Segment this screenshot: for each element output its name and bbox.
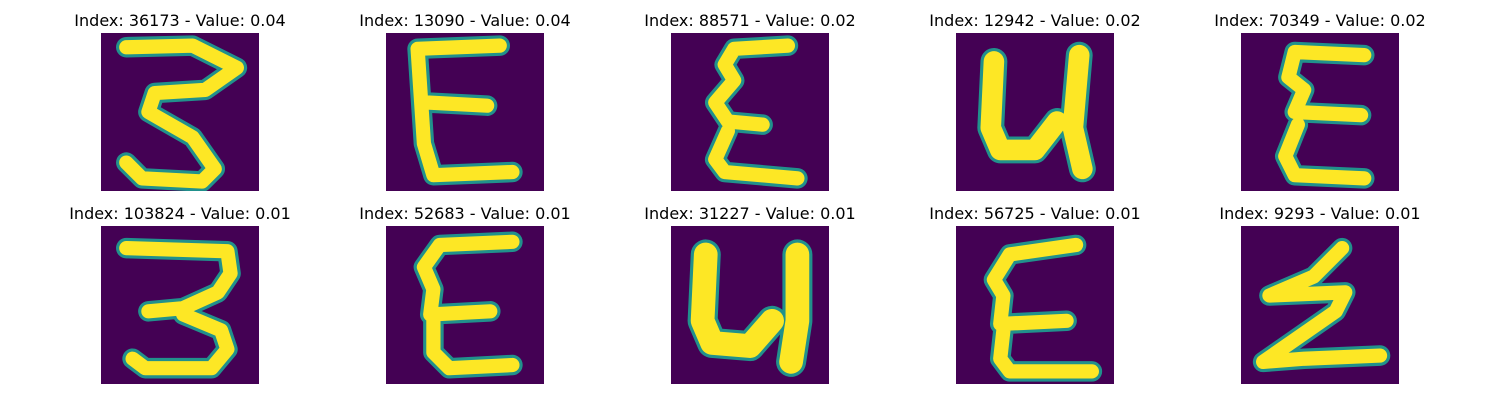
glyph-stroke xyxy=(416,234,520,376)
panel-title: Index: 12942 - Value: 0.02 xyxy=(929,11,1141,30)
panel-10: Index: 9293 - Value: 0.01 xyxy=(1190,206,1450,396)
panel-3: Index: 88571 - Value: 0.02 xyxy=(620,13,880,203)
panel-title: Index: 9293 - Value: 0.01 xyxy=(1219,204,1421,223)
digit-image xyxy=(671,226,829,384)
glyph-stroke xyxy=(119,241,238,376)
glyph-stroke xyxy=(690,242,810,374)
digit-image xyxy=(956,226,1114,384)
digit-image xyxy=(386,226,544,384)
panel-2: Index: 13090 - Value: 0.04 xyxy=(335,13,595,203)
digit-svg xyxy=(671,226,829,384)
panel-4: Index: 12942 - Value: 0.02 xyxy=(905,13,1165,203)
panel-title: Index: 56725 - Value: 0.01 xyxy=(929,204,1141,223)
glyph-stroke xyxy=(708,38,805,186)
digit-image xyxy=(671,33,829,191)
glyph-stroke xyxy=(986,237,1099,379)
digit-svg xyxy=(386,33,544,191)
panel-1: Index: 36173 - Value: 0.04 xyxy=(50,13,310,203)
panel-title: Index: 70349 - Value: 0.02 xyxy=(1214,11,1426,30)
glyph-stroke xyxy=(980,44,1093,180)
digit-image xyxy=(101,226,259,384)
digit-image xyxy=(1241,33,1399,191)
panel-title: Index: 103824 - Value: 0.01 xyxy=(69,204,291,223)
digit-svg xyxy=(956,33,1114,191)
panel-8: Index: 31227 - Value: 0.01 xyxy=(620,206,880,396)
panel-7: Index: 52683 - Value: 0.01 xyxy=(335,206,595,396)
panel-6: Index: 103824 - Value: 0.01 xyxy=(50,206,310,396)
panel-title: Index: 31227 - Value: 0.01 xyxy=(644,204,856,223)
panel-title: Index: 52683 - Value: 0.01 xyxy=(359,204,571,223)
panel-title: Index: 36173 - Value: 0.04 xyxy=(74,11,286,30)
panel-title: Index: 88571 - Value: 0.02 xyxy=(644,11,856,30)
panel-5: Index: 70349 - Value: 0.02 xyxy=(1190,13,1450,203)
digit-svg xyxy=(101,226,259,384)
digit-svg xyxy=(1241,226,1399,384)
digit-svg xyxy=(671,33,829,191)
glyph-stroke xyxy=(1278,44,1372,186)
digit-svg xyxy=(956,226,1114,384)
panel-title: Index: 13090 - Value: 0.04 xyxy=(359,11,571,30)
digit-svg xyxy=(1241,33,1399,191)
digit-image xyxy=(101,33,259,191)
digit-svg xyxy=(101,33,259,191)
digit-image xyxy=(956,33,1114,191)
panel-9: Index: 56725 - Value: 0.01 xyxy=(905,206,1165,396)
glyph-stroke xyxy=(119,38,244,189)
digit-image xyxy=(1241,226,1399,384)
glyph-stroke xyxy=(410,38,520,183)
digit-image xyxy=(386,33,544,191)
digit-svg xyxy=(386,226,544,384)
glyph-stroke xyxy=(1256,241,1388,369)
